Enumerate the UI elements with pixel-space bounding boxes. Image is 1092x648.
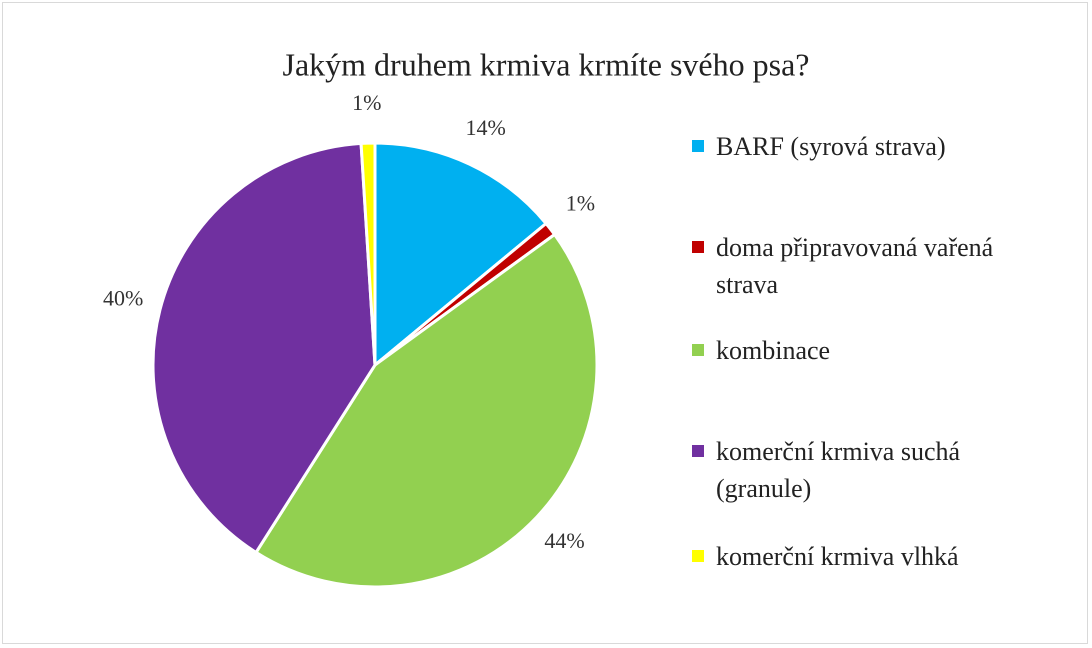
legend-label: doma připravovaná vařená strava (716, 233, 994, 299)
data-label: 40% (103, 285, 143, 310)
pie-slice (359, 141, 377, 366)
legend-swatch (692, 550, 704, 562)
legend-entry: BARF (syrová strava) (692, 128, 1014, 165)
legend-entry: kombinace (692, 332, 1014, 369)
legend-label: komerční krmiva suchá (granule) (716, 437, 961, 503)
data-label: 44% (544, 528, 584, 553)
pie-slice (151, 141, 377, 555)
legend-entry: doma připravovaná vařená strava (692, 229, 1014, 303)
legend-label: kombinace (716, 336, 831, 365)
pie-slice (253, 232, 599, 589)
legend-entry: komerční krmiva suchá (granule) (692, 433, 1014, 507)
data-label: 14% (466, 115, 506, 140)
chart-title: Jakým druhem krmiva krmíte svého psa? (283, 46, 810, 82)
legend-swatch (692, 241, 704, 253)
data-label: 1% (566, 191, 595, 216)
legend-swatch (692, 344, 704, 356)
legend-entry: komerční krmiva vlhká (692, 538, 1014, 575)
legend-label: BARF (syrová strava) (716, 132, 946, 161)
pie-slice (373, 141, 549, 369)
legend-swatch (692, 140, 704, 152)
legend-label: komerční krmiva vlhká (716, 542, 959, 571)
legend-swatch (692, 445, 704, 457)
data-label: 1% (352, 90, 381, 115)
